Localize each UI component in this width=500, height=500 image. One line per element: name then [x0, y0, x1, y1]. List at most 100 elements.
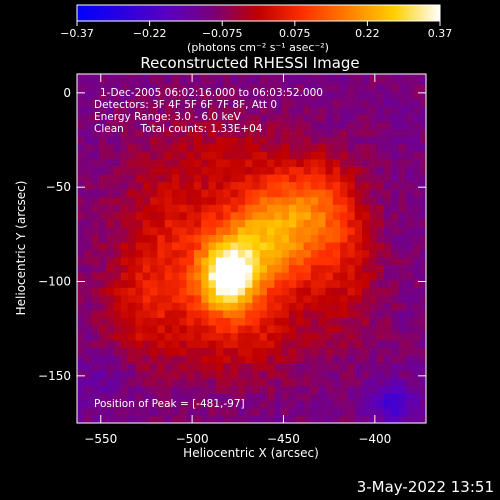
heatmap-cell	[274, 400, 283, 409]
heatmap-cell	[237, 189, 246, 198]
heatmap-cell	[179, 121, 188, 130]
heatmap-cell	[398, 211, 407, 220]
heatmap-cell	[215, 143, 224, 152]
heatmap-cell	[340, 415, 349, 424]
heatmap-cell	[245, 249, 254, 258]
heatmap-cell	[252, 347, 261, 356]
heatmap-cell	[391, 151, 400, 160]
heatmap-cell	[208, 294, 217, 303]
heatmap-cell	[318, 90, 327, 100]
heatmap-cell	[98, 407, 107, 417]
heatmap-cell	[135, 204, 144, 213]
heatmap-cell	[215, 339, 224, 349]
heatmap-cell	[215, 309, 224, 318]
heatmap-cell	[391, 143, 400, 152]
heatmap-cell	[325, 226, 334, 235]
heatmap-cell	[150, 302, 158, 311]
heatmap-cell	[186, 400, 195, 409]
heatmap-cell	[405, 249, 414, 258]
heatmap-cell	[172, 339, 180, 349]
heatmap-cell	[413, 158, 422, 168]
heatmap-cell	[186, 113, 195, 122]
heatmap-cell	[98, 256, 107, 266]
heatmap-cell	[84, 75, 93, 85]
heatmap-cell	[383, 121, 392, 130]
heatmap-cell	[106, 113, 115, 122]
heatmap-cell	[230, 189, 239, 198]
heatmap-cell	[405, 355, 414, 364]
heatmap-cell	[237, 204, 246, 213]
heatmap-cell	[84, 302, 93, 311]
heatmap-cell	[106, 249, 115, 258]
heatmap-cell	[120, 339, 129, 349]
heatmap-cell	[310, 256, 319, 266]
heatmap-cell	[413, 355, 422, 364]
heatmap-cell	[376, 113, 385, 122]
heatmap-cell	[157, 370, 166, 379]
heatmap-cell	[245, 226, 254, 235]
heatmap-cell	[164, 75, 173, 85]
heatmap-cell	[135, 90, 144, 100]
heatmap-cell	[208, 98, 217, 107]
heatmap-cell	[405, 302, 414, 311]
heatmap-cell	[208, 287, 217, 296]
heatmap-cell	[135, 392, 144, 401]
heatmap-cell	[77, 136, 85, 145]
heatmap-cell	[267, 309, 275, 318]
heatmap-cell	[215, 74, 224, 77]
heatmap-cell	[106, 355, 115, 364]
heatmap-cell	[332, 294, 341, 303]
heatmap-cells	[77, 74, 427, 424]
heatmap-cell	[91, 196, 100, 205]
heatmap-cell	[362, 181, 370, 190]
heatmap-cell	[106, 324, 115, 334]
heatmap-cell	[230, 204, 239, 213]
heatmap-cell	[113, 234, 122, 243]
heatmap-cell	[172, 181, 180, 190]
heatmap-cell	[332, 339, 341, 349]
heatmap-cell	[288, 339, 297, 349]
heatmap-cell	[215, 106, 224, 115]
heatmap-cell	[186, 370, 195, 379]
heatmap-cell	[142, 173, 151, 183]
heatmap-cell	[274, 136, 283, 145]
heatmap-cell	[223, 377, 232, 386]
heatmap-cell	[215, 196, 224, 205]
heatmap-cell	[267, 90, 275, 100]
heatmap-cell	[383, 324, 392, 334]
heatmap-cell	[296, 309, 305, 318]
heatmap-cell	[391, 106, 400, 115]
heatmap-cell	[208, 106, 217, 115]
heatmap-cell	[259, 106, 268, 115]
heatmap-cell	[223, 317, 232, 326]
heatmap-cell	[98, 355, 107, 364]
heatmap-cell	[259, 407, 268, 417]
heatmap-cell	[376, 294, 385, 303]
heatmap-cell	[310, 279, 319, 288]
heatmap-cell	[332, 98, 341, 107]
heatmap-cell	[369, 377, 378, 386]
heatmap-cell	[91, 347, 100, 356]
heatmap-cell	[354, 121, 363, 130]
heatmap-cell	[135, 181, 144, 190]
heatmap-cell	[208, 113, 217, 122]
heatmap-cell	[230, 287, 239, 296]
heatmap-cell	[274, 234, 283, 243]
heatmap-cell	[157, 90, 166, 100]
heatmap-cell	[354, 83, 363, 92]
heatmap-cell	[245, 392, 254, 401]
heatmap-cell	[259, 90, 268, 100]
heatmap-cell	[77, 128, 85, 137]
heatmap-cell	[376, 219, 385, 228]
heatmap-cell	[288, 256, 297, 266]
heatmap-cell	[340, 234, 349, 243]
heatmap-cell	[208, 219, 217, 228]
heatmap-cell	[201, 347, 210, 356]
heatmap-cell	[376, 249, 385, 258]
heatmap-cell	[369, 128, 378, 137]
heatmap-cell	[340, 143, 349, 152]
heatmap-cell	[267, 415, 275, 424]
heatmap-cell	[420, 75, 427, 85]
heatmap-cell	[398, 362, 407, 371]
heatmap-cell	[376, 377, 385, 386]
